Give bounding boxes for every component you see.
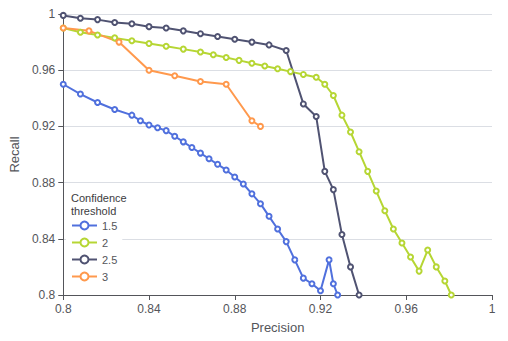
svg-text:0.96: 0.96	[395, 302, 419, 316]
svg-text:0.88: 0.88	[32, 176, 56, 190]
svg-text:Precision: Precision	[251, 320, 304, 335]
svg-text:0.96: 0.96	[32, 63, 56, 77]
svg-text:Confidence: Confidence	[71, 192, 127, 204]
svg-text:0.92: 0.92	[32, 119, 56, 133]
svg-text:0.88: 0.88	[223, 302, 247, 316]
svg-text:3: 3	[102, 271, 108, 283]
svg-text:Recall: Recall	[7, 136, 22, 172]
svg-text:0.92: 0.92	[309, 302, 333, 316]
svg-text:2.5: 2.5	[102, 254, 117, 266]
svg-text:0.8: 0.8	[55, 302, 72, 316]
svg-text:1: 1	[49, 7, 56, 21]
svg-text:threshold: threshold	[71, 205, 116, 217]
svg-text:0.84: 0.84	[137, 302, 161, 316]
svg-text:1: 1	[489, 302, 496, 316]
svg-text:2: 2	[102, 237, 108, 249]
svg-text:0.84: 0.84	[32, 232, 56, 246]
svg-text:0.8: 0.8	[39, 288, 56, 302]
svg-text:1.5: 1.5	[102, 220, 117, 232]
